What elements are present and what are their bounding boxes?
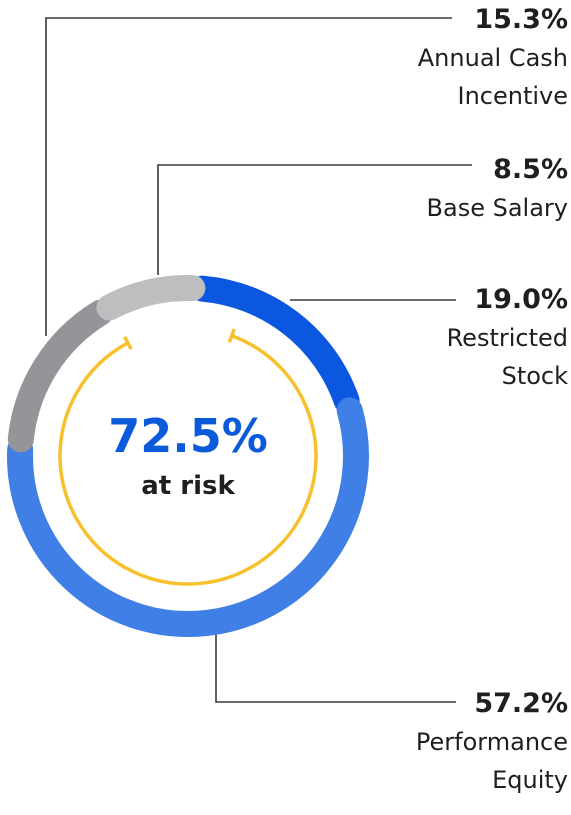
donut-ring xyxy=(7,275,369,638)
slice-label: Stock xyxy=(502,362,569,390)
at-risk-label: at risk xyxy=(141,471,235,501)
slice-labels: 15.3% Annual Cash Incentive 8.5% Base Salary… xyxy=(416,4,568,794)
at-risk-arc-end-tick xyxy=(227,328,236,343)
at-risk-arc xyxy=(58,334,318,586)
slice-percent: 57.2% xyxy=(474,688,568,719)
donut-segment xyxy=(7,299,114,453)
slice-label: Equity xyxy=(492,766,568,794)
slice-label: Base Salary xyxy=(427,194,568,222)
at-risk-arc-end-tick xyxy=(123,335,133,350)
donut-segment xyxy=(189,275,360,414)
slice-percent: 8.5% xyxy=(493,154,568,185)
leader-lines xyxy=(45,17,472,703)
slice-label: Incentive xyxy=(457,82,568,110)
slice-label: Annual Cash xyxy=(418,44,568,72)
donut-segment xyxy=(7,397,369,638)
slice-label: Performance xyxy=(416,728,568,756)
leader-line xyxy=(45,17,452,336)
slice-label: Restricted xyxy=(447,324,568,352)
slice-percent: 15.3% xyxy=(474,4,568,35)
leader-line xyxy=(215,632,456,703)
at-risk-value: 72.5% xyxy=(108,409,268,463)
leader-line xyxy=(157,164,472,275)
donut-segment xyxy=(96,275,206,321)
slice-percent: 19.0% xyxy=(474,284,568,315)
